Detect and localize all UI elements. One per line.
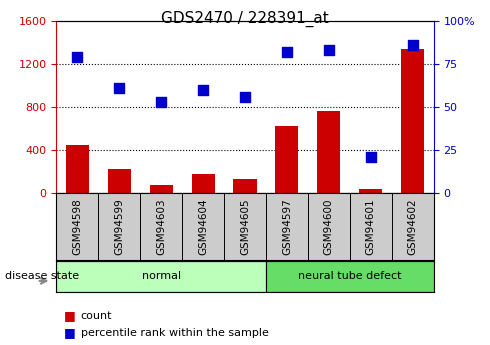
Text: GSM94603: GSM94603 <box>156 199 166 255</box>
Point <box>199 87 207 92</box>
Text: GSM94598: GSM94598 <box>73 199 82 255</box>
Text: percentile rank within the sample: percentile rank within the sample <box>81 328 269 338</box>
Point <box>241 94 249 99</box>
Bar <box>66 145 89 193</box>
Text: GSM94602: GSM94602 <box>408 199 417 255</box>
Point <box>283 49 291 55</box>
Bar <box>192 174 215 193</box>
Point <box>74 54 81 60</box>
Bar <box>275 126 298 193</box>
Bar <box>266 261 434 292</box>
Bar <box>401 49 424 193</box>
Text: normal: normal <box>142 272 181 281</box>
Text: GSM94597: GSM94597 <box>282 199 292 255</box>
Point <box>115 85 123 91</box>
Point <box>367 154 375 160</box>
Text: GSM94600: GSM94600 <box>324 199 334 255</box>
Text: count: count <box>81 311 112 321</box>
Text: GSM94604: GSM94604 <box>198 199 208 255</box>
Text: GSM94605: GSM94605 <box>240 199 250 255</box>
Bar <box>56 261 266 292</box>
Point <box>157 99 165 105</box>
Text: GSM94599: GSM94599 <box>114 199 124 255</box>
Text: ■: ■ <box>64 326 75 339</box>
Text: ■: ■ <box>64 309 75 322</box>
Text: disease state: disease state <box>5 272 79 281</box>
Text: GSM94601: GSM94601 <box>366 199 376 255</box>
Bar <box>318 111 341 193</box>
Point <box>325 47 333 53</box>
Text: neural tube defect: neural tube defect <box>298 272 402 281</box>
Bar <box>233 179 257 193</box>
Bar <box>359 189 382 193</box>
Bar <box>149 185 172 193</box>
Point <box>409 42 416 48</box>
Text: GDS2470 / 228391_at: GDS2470 / 228391_at <box>161 10 329 27</box>
Bar <box>108 169 131 193</box>
